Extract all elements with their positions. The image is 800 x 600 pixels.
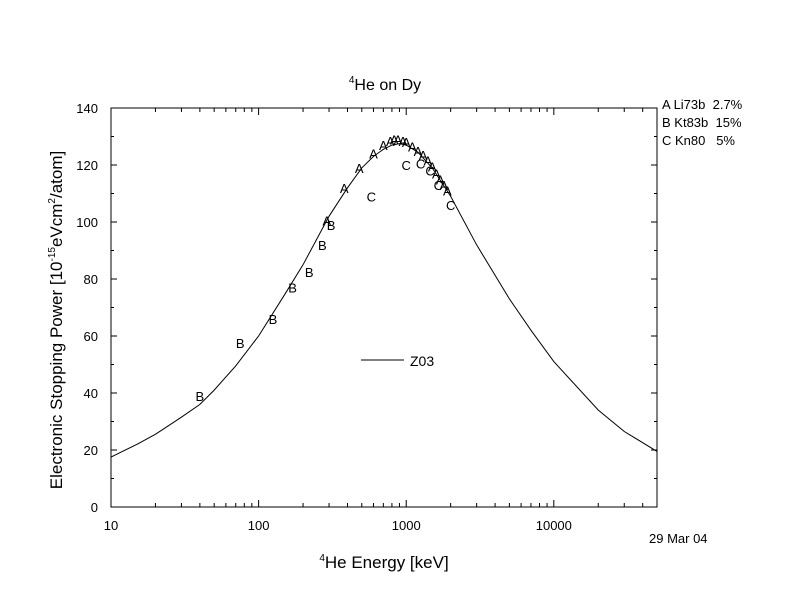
date-stamp: 29 Mar 04 (649, 531, 708, 546)
x-axis-label-isotope: 4 (319, 553, 325, 564)
y-tick-label: 20 (84, 443, 98, 458)
y-tick-label: 140 (76, 101, 98, 116)
data-marker-a: A (443, 184, 452, 199)
legend-entry-b: B Kt83b 15% (662, 115, 742, 130)
data-marker-a: A (414, 144, 423, 159)
x-axis-label: 4He Energy [keV] (319, 553, 448, 572)
curve-layer (110, 143, 658, 458)
data-marker-b: B (269, 312, 278, 327)
x-tick-label: 1000 (392, 518, 421, 533)
data-marker-a: A (340, 181, 349, 196)
data-marker-a: A (432, 167, 441, 182)
chart-title-text: He on Dy (354, 77, 421, 94)
data-marker-b: B (305, 265, 314, 280)
data-marker-b: B (236, 336, 245, 351)
x-axis-label-text: He Energy [keV] (325, 553, 449, 572)
data-marker-a: A (402, 135, 411, 150)
y-tick-label: 60 (84, 329, 98, 344)
data-marker-a: A (390, 132, 399, 147)
y-tick-label: 120 (76, 158, 98, 173)
x-tick-label: 100 (248, 518, 270, 533)
dataset-legend: A Li73b 2.7% B Kt83b 15% C Kn80 5% (662, 96, 792, 150)
data-marker-b: B (196, 389, 205, 404)
legend-entry-c: C Kn80 5% (662, 133, 735, 148)
y-tick-label: 0 (91, 500, 98, 515)
y-tick-label: 80 (84, 272, 98, 287)
data-marker-a: A (428, 159, 437, 174)
data-marker-a: A (440, 178, 449, 193)
data-marker-a: A (419, 148, 428, 163)
x-tick-label: 10 (104, 518, 118, 533)
data-marker-c: C (367, 189, 376, 204)
data-marker-a: A (369, 147, 378, 162)
plot-area-border (110, 107, 658, 508)
y-tick-label: 100 (76, 215, 98, 230)
y-axis-label-part1: Electronic Stopping Power [10 (47, 261, 66, 489)
data-marker-c: C (416, 157, 425, 172)
y-axis-label-exp2: 2 (47, 198, 58, 204)
y-axis-label-part2: eVcm (47, 204, 66, 247)
data-marker-a: A (423, 154, 432, 169)
data-marker-a: A (323, 214, 332, 229)
data-marker-a: A (394, 132, 403, 147)
legend-entry-a: A Li73b 2.7% (662, 97, 743, 112)
data-marker-c: C (402, 158, 411, 173)
curve-legend-label: Z03 (410, 353, 434, 369)
data-marker-b: B (327, 218, 336, 233)
axis-ticks: 0 20 40 60 80 100 120 140 10 100 1000 10000 (76, 101, 658, 533)
z03-curve (110, 143, 658, 458)
chart-title-isotope: 4 (349, 75, 355, 86)
y-axis-label: Electronic Stopping Power [10-15eVcm2/at… (47, 151, 66, 489)
data-marker-a: A (386, 134, 395, 149)
data-marker-b: B (318, 238, 327, 253)
x-tick-label: 10000 (536, 518, 572, 533)
data-marker-a: A (355, 161, 364, 176)
data-marker-a: A (399, 134, 408, 149)
data-marker-c: C (446, 198, 455, 213)
plot-frame (110, 107, 658, 508)
y-tick-label: 40 (84, 386, 98, 401)
data-marker-c: C (434, 178, 443, 193)
chart-title: 4He on Dy (349, 75, 421, 94)
y-axis-label-exp1: -15 (47, 247, 58, 262)
data-marker-b: B (288, 281, 297, 296)
data-marker-a: A (379, 138, 388, 153)
data-marker-c: C (425, 164, 434, 179)
data-marker-a: A (436, 172, 445, 187)
data-marker-a: A (408, 139, 417, 154)
y-axis-label-part3: /atom] (47, 151, 66, 198)
